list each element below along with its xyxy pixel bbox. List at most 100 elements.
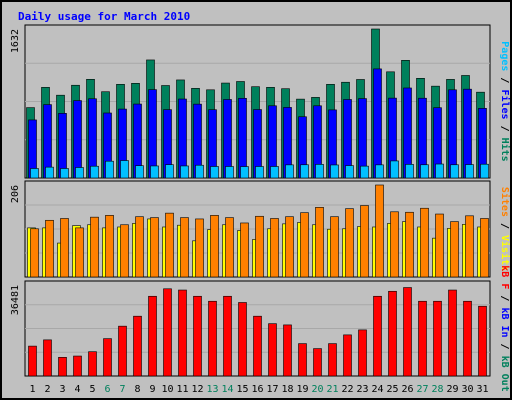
bar-visits-sites-sites-day-15 [240, 222, 249, 278]
day-label-10: 10 [161, 384, 173, 395]
bar-hits-files-pages-pages-day-19 [300, 164, 309, 179]
day-label-13: 13 [206, 384, 218, 395]
bar-kbytes-kb-f-day-10 [163, 288, 172, 377]
axis-label-part-visits-sites-0: Sites [499, 187, 511, 217]
bar-visits-sites-sites-day-5 [90, 216, 99, 278]
bar-visits-sites-sites-day-23 [360, 205, 369, 278]
bar-hits-files-pages-pages-day-31 [480, 163, 489, 179]
bar-visits-sites-sites-day-16 [255, 215, 264, 278]
day-label-3: 3 [59, 384, 65, 395]
bar-hits-files-pages-pages-day-2 [45, 166, 54, 179]
day-label-7: 7 [119, 384, 125, 395]
bar-hits-files-pages-pages-day-20 [315, 164, 324, 179]
bar-kbytes-kb-f-day-21 [328, 343, 337, 377]
axis-label-part-hits-files-pages-4: Hits [499, 138, 511, 162]
day-label-28: 28 [431, 384, 443, 395]
axis-label-visits-sites: Sites / Visits [499, 187, 511, 271]
axis-label-part-kbytes-2: kB In [499, 307, 510, 337]
bar-visits-sites-sites-day-8 [135, 216, 144, 278]
bar-kbytes-kb-f-day-5 [88, 351, 97, 377]
bar-hits-files-pages-pages-day-28 [435, 163, 444, 179]
bar-hits-files-pages-pages-day-25 [390, 160, 399, 179]
bar-kbytes-kb-f-day-16 [253, 315, 262, 377]
bar-visits-sites-sites-day-3 [60, 218, 69, 278]
bar-visits-sites-sites-day-30 [465, 215, 474, 278]
axis-label-kbytes: kB F / kB In / kB Out [499, 265, 510, 391]
axis-label-part-kbytes-0: kB F [499, 265, 510, 289]
bar-hits-files-pages-files-day-15 [238, 97, 247, 179]
bar-hits-files-pages-pages-day-17 [270, 166, 279, 179]
bar-kbytes-kb-f-day-4 [73, 355, 82, 377]
bar-kbytes-kb-f-day-12 [193, 295, 202, 377]
bar-hits-files-pages-pages-day-15 [240, 166, 249, 179]
bar-hits-files-pages-pages-day-13 [210, 166, 219, 179]
bar-visits-sites-sites-day-26 [405, 211, 414, 278]
day-label-9: 9 [149, 384, 155, 395]
bar-hits-files-pages-pages-day-21 [330, 164, 339, 179]
day-label-11: 11 [176, 384, 188, 395]
day-label-22: 22 [341, 384, 353, 395]
axis-label-part-hits-files-pages-1: / [499, 71, 510, 89]
bar-hits-files-pages-pages-day-1 [30, 168, 39, 179]
day-label-2: 2 [44, 384, 50, 395]
bar-visits-sites-sites-day-27 [420, 207, 429, 278]
bar-visits-sites-sites-day-7 [120, 224, 129, 278]
bar-visits-sites-sites-day-11 [180, 217, 189, 278]
bar-hits-files-pages-pages-day-11 [180, 165, 189, 179]
bar-visits-sites-sites-day-6 [105, 215, 114, 278]
chart-title: Daily usage for March 2010 [18, 10, 190, 23]
bar-hits-files-pages-files-day-9 [148, 89, 157, 179]
day-label-25: 25 [386, 384, 398, 395]
bar-kbytes-kb-f-day-25 [388, 290, 397, 377]
bar-kbytes-kb-f-day-19 [298, 343, 307, 377]
bar-hits-files-pages-files-day-4 [73, 100, 82, 179]
bar-kbytes-kb-f-day-26 [403, 287, 412, 377]
day-label-16: 16 [251, 384, 263, 395]
day-label-17: 17 [266, 384, 278, 395]
day-label-12: 12 [191, 384, 203, 395]
max-label-hits-files-pages: 1632 [10, 29, 21, 53]
bar-hits-files-pages-pages-day-6 [105, 160, 114, 179]
bar-kbytes-kb-f-day-14 [223, 295, 232, 377]
bar-hits-files-pages-pages-day-22 [345, 165, 354, 179]
day-label-15: 15 [236, 384, 248, 395]
day-label-31: 31 [476, 384, 488, 395]
day-label-29: 29 [446, 384, 458, 395]
bar-visits-sites-sites-day-14 [225, 217, 234, 278]
bar-kbytes-kb-f-day-17 [268, 323, 277, 377]
bar-visits-sites-sites-day-1 [30, 228, 39, 278]
bar-hits-files-pages-pages-day-9 [150, 165, 159, 179]
bar-hits-files-pages-pages-day-16 [255, 166, 264, 179]
day-label-20: 20 [311, 384, 323, 395]
day-label-19: 19 [296, 384, 308, 395]
bar-hits-files-pages-pages-day-24 [375, 164, 384, 179]
bar-kbytes-kb-f-day-7 [118, 325, 127, 377]
day-label-24: 24 [371, 384, 383, 395]
bar-hits-files-pages-pages-day-10 [165, 164, 174, 179]
day-label-26: 26 [401, 384, 413, 395]
bar-kbytes-kb-f-day-9 [148, 295, 157, 377]
bar-kbytes-kb-f-day-2 [43, 339, 52, 377]
axis-label-hits-files-pages: Pages / Files / Hits [499, 41, 511, 161]
bar-kbytes-kb-f-day-6 [103, 338, 112, 377]
bar-hits-files-pages-pages-day-7 [120, 160, 129, 179]
axis-label-part-hits-files-pages-3: / [499, 120, 510, 138]
day-label-23: 23 [356, 384, 368, 395]
bar-hits-files-pages-pages-day-30 [465, 164, 474, 179]
axis-label-part-visits-sites-2: Visits [499, 235, 511, 271]
max-label-visits-sites: 206 [10, 185, 21, 203]
bar-visits-sites-sites-day-21 [330, 216, 339, 278]
day-label-30: 30 [461, 384, 473, 395]
bar-kbytes-kb-f-day-8 [133, 315, 142, 377]
bar-kbytes-kb-f-day-24 [373, 295, 382, 377]
bar-visits-sites-sites-day-12 [195, 218, 204, 278]
bar-hits-files-pages-pages-day-26 [405, 164, 414, 179]
bar-visits-sites-sites-day-24 [375, 184, 384, 278]
axis-label-part-kbytes-4: kB Out [499, 356, 510, 392]
bar-visits-sites-sites-day-17 [270, 218, 279, 278]
bar-kbytes-kb-f-day-28 [433, 300, 442, 377]
bar-kbytes-kb-f-day-29 [448, 289, 457, 377]
bar-visits-sites-sites-day-9 [150, 217, 159, 278]
bar-hits-files-pages-pages-day-12 [195, 164, 204, 179]
